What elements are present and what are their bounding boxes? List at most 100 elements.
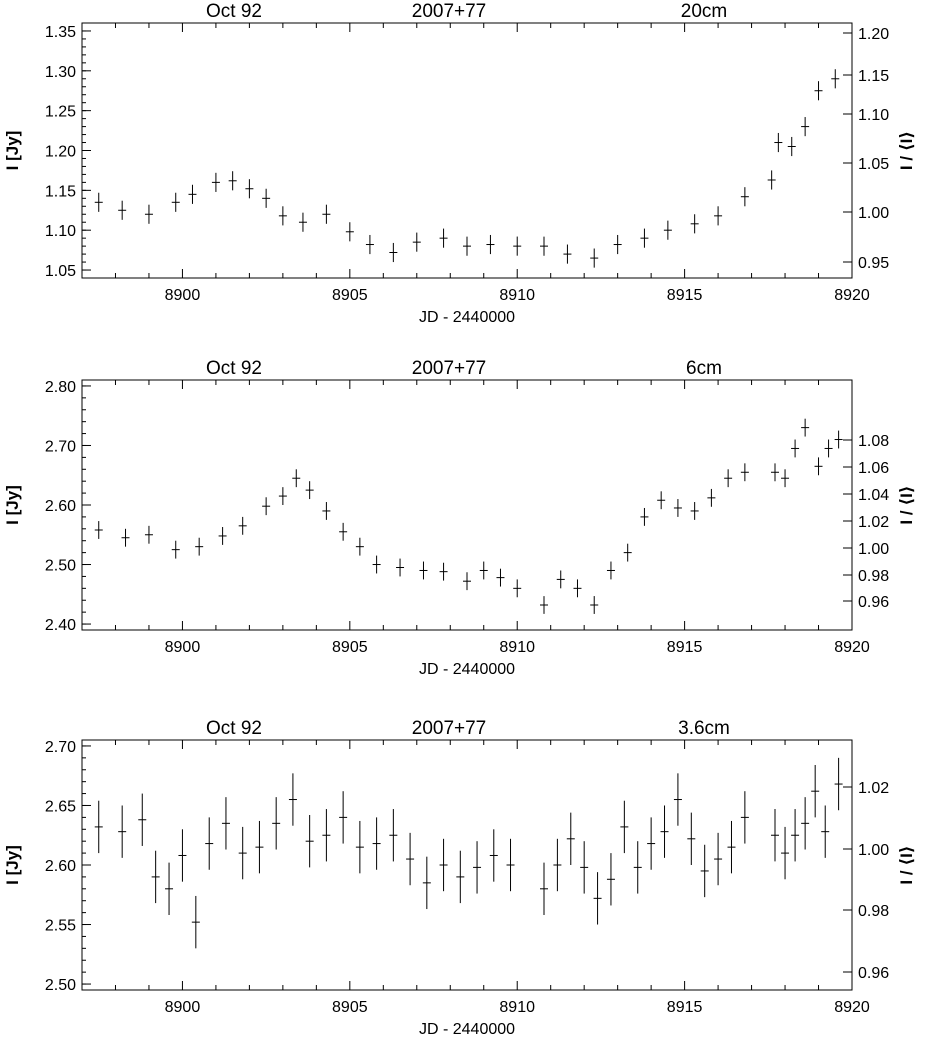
- data-point: [606, 853, 615, 906]
- data-point: [781, 469, 790, 488]
- data-point: [727, 820, 736, 874]
- data-point: [740, 791, 749, 844]
- data-point: [814, 81, 823, 101]
- data-point: [151, 850, 160, 904]
- y2-tick-label: 1.00: [858, 541, 889, 558]
- data-point: [228, 171, 237, 191]
- data-point: [118, 200, 127, 220]
- chart-panel-2: Oct 92 2007+77 6cm 8900 8905 8910 8915 8920 2.40…: [3, 358, 916, 678]
- y2-tick-label: 0.98: [858, 568, 889, 585]
- data-point: [463, 236, 471, 256]
- x-tick-label: 8905: [332, 639, 368, 656]
- y2-tick-label: 1.00: [858, 842, 889, 859]
- data-point: [781, 826, 790, 880]
- x-tick-label: 8920: [834, 999, 870, 1016]
- y2-tick-label: 1.08: [858, 433, 889, 450]
- data-point: [714, 206, 723, 226]
- y2-tick-label: 1.20: [858, 26, 889, 43]
- panel-header-source: 2007+77: [412, 718, 487, 739]
- panel-header-source: 2007+77: [412, 1, 487, 22]
- panel-header-date: Oct 92: [206, 358, 262, 379]
- data-point: [221, 797, 230, 850]
- data-point: [322, 502, 331, 520]
- data-point: [144, 204, 153, 224]
- data-point: [556, 570, 565, 589]
- data-point: [345, 222, 354, 242]
- data-point: [355, 820, 364, 874]
- data-point: [94, 800, 103, 854]
- data-point: [801, 418, 810, 437]
- data-point: [540, 236, 548, 256]
- data-point: [590, 248, 599, 268]
- y-axis-label-left: I [Jy]: [3, 845, 22, 885]
- data-point: [94, 521, 103, 539]
- data-point: [660, 805, 669, 858]
- data-point: [506, 838, 515, 892]
- data-point: [238, 516, 247, 535]
- panel-header-date: Oct 92: [206, 1, 262, 22]
- x-tick-label: 8920: [834, 639, 870, 656]
- data-point: [322, 204, 331, 224]
- data-point: [389, 809, 398, 862]
- y-axis-label-left: I [Jy]: [3, 485, 22, 525]
- y2-tick-label: 1.15: [858, 68, 889, 85]
- y-tick-label: 2.40: [45, 617, 76, 634]
- data-point: [422, 856, 431, 910]
- data-point: [355, 537, 364, 556]
- data-point: [479, 561, 488, 580]
- y-axis-label-right: I / ⟨I⟩: [897, 485, 916, 524]
- plot-frame: [81, 379, 853, 631]
- y-tick-label: 1.25: [45, 104, 76, 121]
- panel-header-date: Oct 92: [206, 718, 262, 739]
- data-point: [774, 132, 783, 153]
- data-point: [724, 469, 733, 488]
- data-point: [590, 596, 599, 614]
- y2-tick-label: 0.96: [858, 965, 889, 982]
- data-point: [238, 826, 247, 880]
- data-point: [623, 543, 632, 562]
- y-tick-label: 1.35: [45, 24, 76, 41]
- x-tick-label: 8915: [667, 999, 703, 1016]
- data-point: [834, 430, 843, 449]
- data-point: [540, 596, 548, 614]
- x-tick-label: 8910: [499, 287, 535, 304]
- data-point: [690, 214, 699, 234]
- panel-header-wavelength: 3.6cm: [678, 718, 730, 739]
- data-point: [419, 561, 428, 580]
- y2-tick-label: 1.05: [858, 156, 889, 173]
- y-tick-label: 2.80: [45, 379, 76, 396]
- data-point: [566, 812, 575, 865]
- data-point: [463, 572, 471, 591]
- x-tick-label: 8905: [332, 287, 368, 304]
- data-point: [396, 558, 405, 577]
- data-point: [640, 507, 649, 526]
- y-tick-label: 1.05: [45, 263, 76, 280]
- data-point: [292, 469, 301, 488]
- data-point: [740, 187, 749, 207]
- data-point: [673, 773, 682, 826]
- data-point: [496, 568, 505, 587]
- data-point: [573, 579, 582, 598]
- data-point: [690, 502, 699, 520]
- y2-tick-label: 1.06: [858, 460, 889, 477]
- data-point: [707, 488, 716, 507]
- data-point: [372, 817, 381, 870]
- x-tick-label: 8915: [667, 287, 703, 304]
- data-point: [245, 179, 254, 199]
- y-tick-label: 2.70: [45, 739, 76, 756]
- data-point: [791, 809, 800, 862]
- y2-tick-label: 1.02: [858, 514, 889, 531]
- data-point: [178, 829, 187, 882]
- data-point: [540, 862, 548, 915]
- data-point: [339, 791, 348, 844]
- data-point: [439, 228, 448, 248]
- y-tick-label: 1.30: [45, 64, 76, 81]
- data-point: [288, 773, 297, 826]
- data-point: [486, 234, 495, 255]
- y2-tick-label: 1.10: [858, 107, 889, 124]
- data-point: [188, 184, 197, 204]
- data-point: [262, 188, 271, 208]
- data-point: [633, 841, 642, 894]
- data-point: [663, 220, 672, 240]
- data-point: [787, 136, 796, 157]
